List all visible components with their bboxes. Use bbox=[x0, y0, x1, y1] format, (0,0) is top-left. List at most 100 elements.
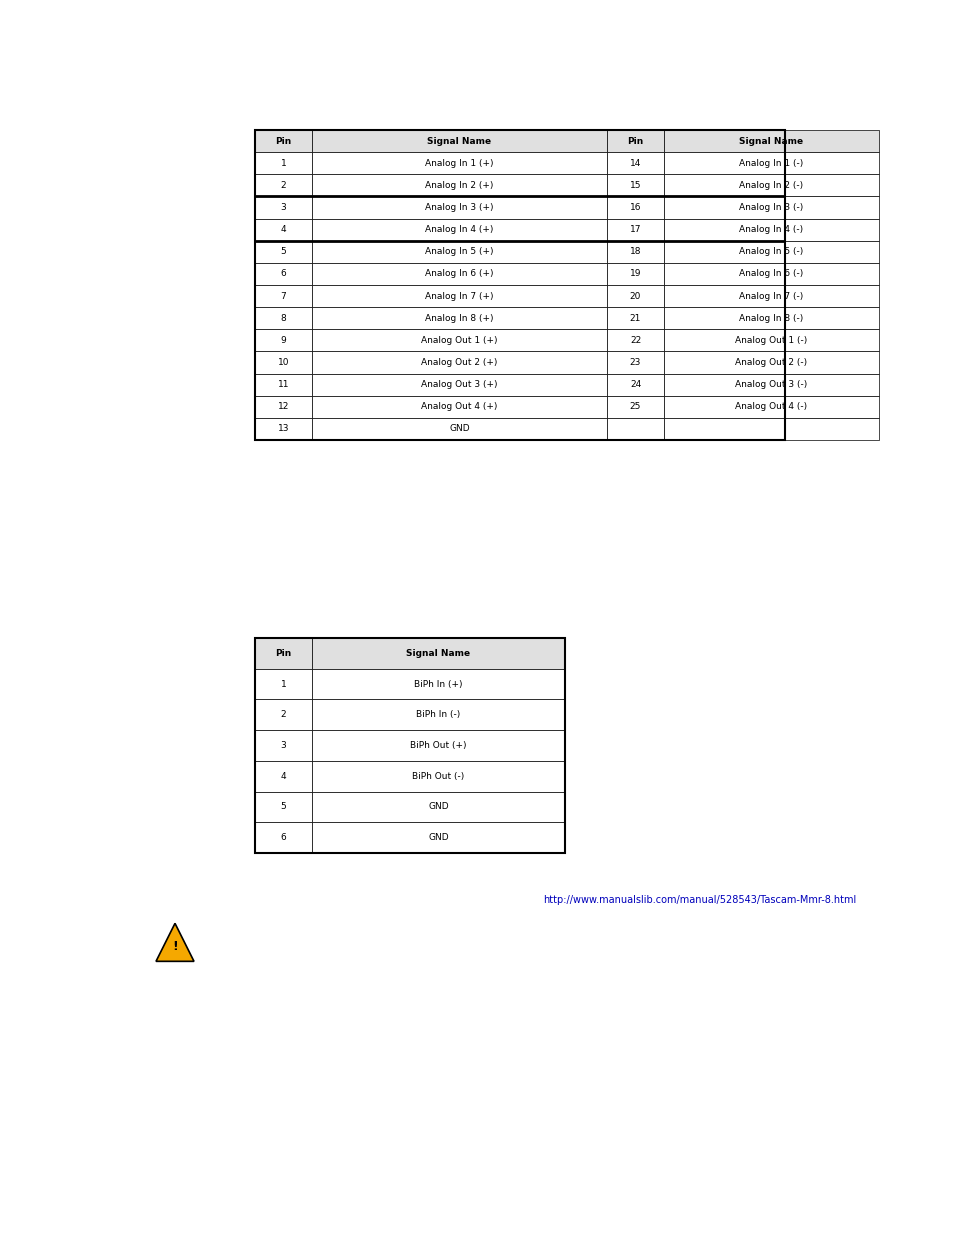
Text: BiPh Out (+): BiPh Out (+) bbox=[410, 741, 466, 750]
Bar bbox=[254, 219, 312, 241]
Text: Analog In 2 (-): Analog In 2 (-) bbox=[739, 180, 802, 190]
Text: 5: 5 bbox=[280, 247, 286, 257]
Bar bbox=[606, 196, 663, 219]
Text: 5: 5 bbox=[280, 803, 286, 811]
Bar bbox=[663, 219, 878, 241]
Text: Signal Name: Signal Name bbox=[427, 137, 491, 146]
Text: Pin: Pin bbox=[627, 137, 643, 146]
Bar bbox=[663, 285, 878, 308]
Text: 15: 15 bbox=[629, 180, 640, 190]
Text: 24: 24 bbox=[629, 380, 640, 389]
Text: 10: 10 bbox=[277, 358, 289, 367]
Text: Signal Name: Signal Name bbox=[739, 137, 802, 146]
Bar bbox=[254, 130, 784, 440]
Bar bbox=[254, 130, 312, 152]
Text: 1: 1 bbox=[280, 679, 286, 689]
Text: Analog In 7 (-): Analog In 7 (-) bbox=[739, 291, 802, 300]
Bar bbox=[254, 823, 312, 853]
Text: Signal Name: Signal Name bbox=[406, 648, 470, 658]
Text: http://www.manualslib.com/manual/528543/Tascam-Mmr-8.html: http://www.manualslib.com/manual/528543/… bbox=[543, 895, 856, 905]
Text: 18: 18 bbox=[629, 247, 640, 257]
Bar bbox=[312, 638, 564, 668]
Text: BiPh In (+): BiPh In (+) bbox=[414, 679, 462, 689]
Bar bbox=[312, 373, 606, 395]
Text: 1: 1 bbox=[280, 159, 286, 168]
Bar bbox=[312, 130, 606, 152]
Text: 23: 23 bbox=[629, 358, 640, 367]
Text: Analog In 3 (+): Analog In 3 (+) bbox=[425, 203, 494, 212]
Bar bbox=[663, 152, 878, 174]
Bar bbox=[312, 730, 564, 761]
Text: 2: 2 bbox=[280, 710, 286, 719]
Text: Analog In 2 (+): Analog In 2 (+) bbox=[425, 180, 493, 190]
Text: Analog Out 2 (-): Analog Out 2 (-) bbox=[735, 358, 807, 367]
Bar bbox=[254, 174, 312, 196]
Bar bbox=[254, 196, 312, 219]
Bar bbox=[254, 730, 312, 761]
Bar bbox=[606, 330, 663, 352]
Text: Pin: Pin bbox=[275, 648, 292, 658]
Text: 12: 12 bbox=[277, 403, 289, 411]
Text: Analog Out 3 (+): Analog Out 3 (+) bbox=[421, 380, 497, 389]
Text: 6: 6 bbox=[280, 834, 286, 842]
Text: GND: GND bbox=[428, 803, 448, 811]
Text: 3: 3 bbox=[280, 203, 286, 212]
Text: Analog Out 2 (+): Analog Out 2 (+) bbox=[421, 358, 497, 367]
Text: Analog Out 4 (+): Analog Out 4 (+) bbox=[421, 403, 497, 411]
Bar bbox=[312, 330, 606, 352]
Bar bbox=[312, 761, 564, 792]
Text: 9: 9 bbox=[280, 336, 286, 345]
Bar bbox=[254, 352, 312, 373]
Bar bbox=[254, 792, 312, 823]
Bar bbox=[254, 330, 312, 352]
Bar bbox=[606, 152, 663, 174]
Text: 25: 25 bbox=[629, 403, 640, 411]
Text: 19: 19 bbox=[629, 269, 640, 278]
Bar bbox=[663, 241, 878, 263]
Text: 21: 21 bbox=[629, 314, 640, 322]
Bar bbox=[312, 792, 564, 823]
Text: Analog In 8 (+): Analog In 8 (+) bbox=[425, 314, 494, 322]
Text: Analog In 5 (+): Analog In 5 (+) bbox=[425, 247, 494, 257]
Bar bbox=[312, 285, 606, 308]
Bar bbox=[312, 417, 606, 440]
Text: 14: 14 bbox=[629, 159, 640, 168]
Bar bbox=[606, 373, 663, 395]
Text: BiPh Out (-): BiPh Out (-) bbox=[412, 772, 464, 781]
Bar bbox=[663, 395, 878, 417]
Text: 6: 6 bbox=[280, 269, 286, 278]
Text: 17: 17 bbox=[629, 225, 640, 235]
Bar bbox=[312, 699, 564, 730]
Text: Analog In 6 (+): Analog In 6 (+) bbox=[425, 269, 494, 278]
Bar bbox=[663, 417, 878, 440]
Bar bbox=[254, 395, 312, 417]
Bar bbox=[663, 196, 878, 219]
Text: GND: GND bbox=[428, 834, 448, 842]
Bar bbox=[312, 174, 606, 196]
Bar bbox=[663, 352, 878, 373]
Bar bbox=[606, 352, 663, 373]
Bar bbox=[312, 308, 606, 330]
Text: 4: 4 bbox=[280, 772, 286, 781]
Bar bbox=[606, 308, 663, 330]
Bar bbox=[312, 219, 606, 241]
Bar bbox=[254, 699, 312, 730]
Text: Analog In 4 (-): Analog In 4 (-) bbox=[739, 225, 802, 235]
Text: Analog In 6 (-): Analog In 6 (-) bbox=[739, 269, 802, 278]
Bar bbox=[254, 263, 312, 285]
Text: 20: 20 bbox=[629, 291, 640, 300]
Bar bbox=[254, 668, 312, 699]
Text: 13: 13 bbox=[277, 425, 289, 433]
Bar bbox=[606, 130, 663, 152]
Text: 16: 16 bbox=[629, 203, 640, 212]
Bar bbox=[254, 417, 312, 440]
Text: 2: 2 bbox=[280, 180, 286, 190]
Text: Analog Out 1 (-): Analog Out 1 (-) bbox=[735, 336, 807, 345]
Text: Analog In 8 (-): Analog In 8 (-) bbox=[739, 314, 802, 322]
Text: Analog Out 3 (-): Analog Out 3 (-) bbox=[735, 380, 807, 389]
Polygon shape bbox=[156, 924, 193, 961]
Bar bbox=[663, 308, 878, 330]
Text: 11: 11 bbox=[277, 380, 289, 389]
Text: Analog Out 4 (-): Analog Out 4 (-) bbox=[735, 403, 807, 411]
Bar bbox=[663, 174, 878, 196]
